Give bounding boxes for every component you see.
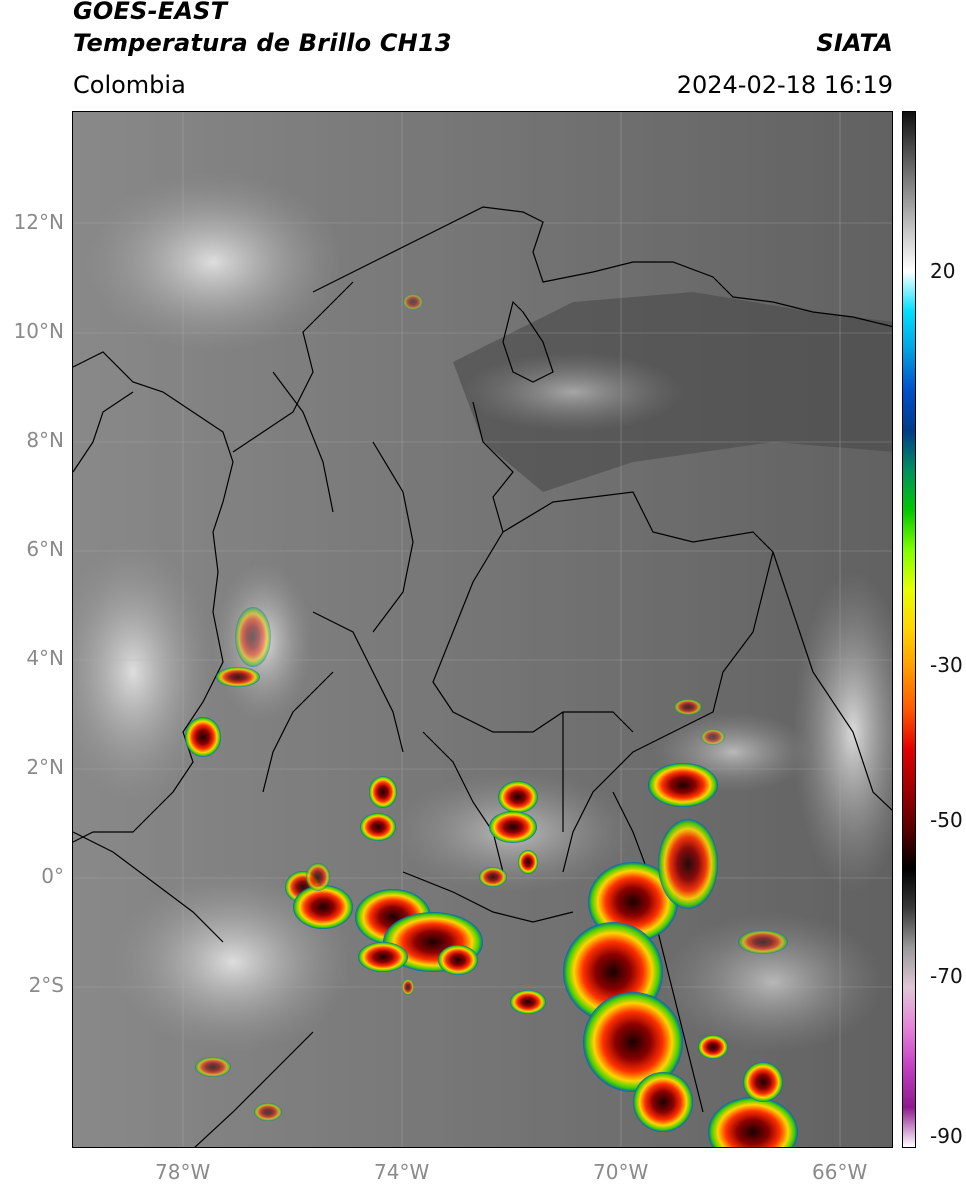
colorbar-tick-minus70: -70 xyxy=(930,964,963,988)
lat-label-8n: 8°N xyxy=(26,428,64,452)
satellite-map xyxy=(72,111,893,1148)
storm-cells xyxy=(185,294,798,1147)
lat-label-4n: 4°N xyxy=(26,646,64,670)
lat-label-2n: 2°N xyxy=(26,755,64,779)
lat-label-10n: 10°N xyxy=(13,319,64,343)
satellite-title: GOES-EAST xyxy=(73,0,228,25)
region-label: Colombia xyxy=(73,71,186,99)
product-title: Temperatura de Brillo CH13 xyxy=(73,29,452,57)
colorbar-tick-minus90: -90 xyxy=(930,1124,963,1148)
datetime-label: 2024-02-18 16:19 xyxy=(676,71,893,99)
lon-label-70w: 70°W xyxy=(593,1160,649,1184)
colorbar-tick-minus30: -30 xyxy=(930,653,963,677)
boundaries xyxy=(73,206,892,1147)
lon-label-66w: 66°W xyxy=(812,1160,868,1184)
colorbar-tick-minus50: -50 xyxy=(930,808,963,832)
colorbar xyxy=(902,111,916,1148)
lat-label-6n: 6°N xyxy=(26,537,64,561)
colorbar-tick-20: 20 xyxy=(930,259,956,283)
map-svg xyxy=(73,112,892,1147)
lat-label-2s: 2°S xyxy=(28,973,64,997)
lat-label-0: 0° xyxy=(41,864,64,888)
lon-label-74w: 74°W xyxy=(374,1160,430,1184)
agency-label: SIATA xyxy=(816,29,893,57)
lon-label-78w: 78°W xyxy=(155,1160,211,1184)
lat-label-12n: 12°N xyxy=(13,210,64,234)
